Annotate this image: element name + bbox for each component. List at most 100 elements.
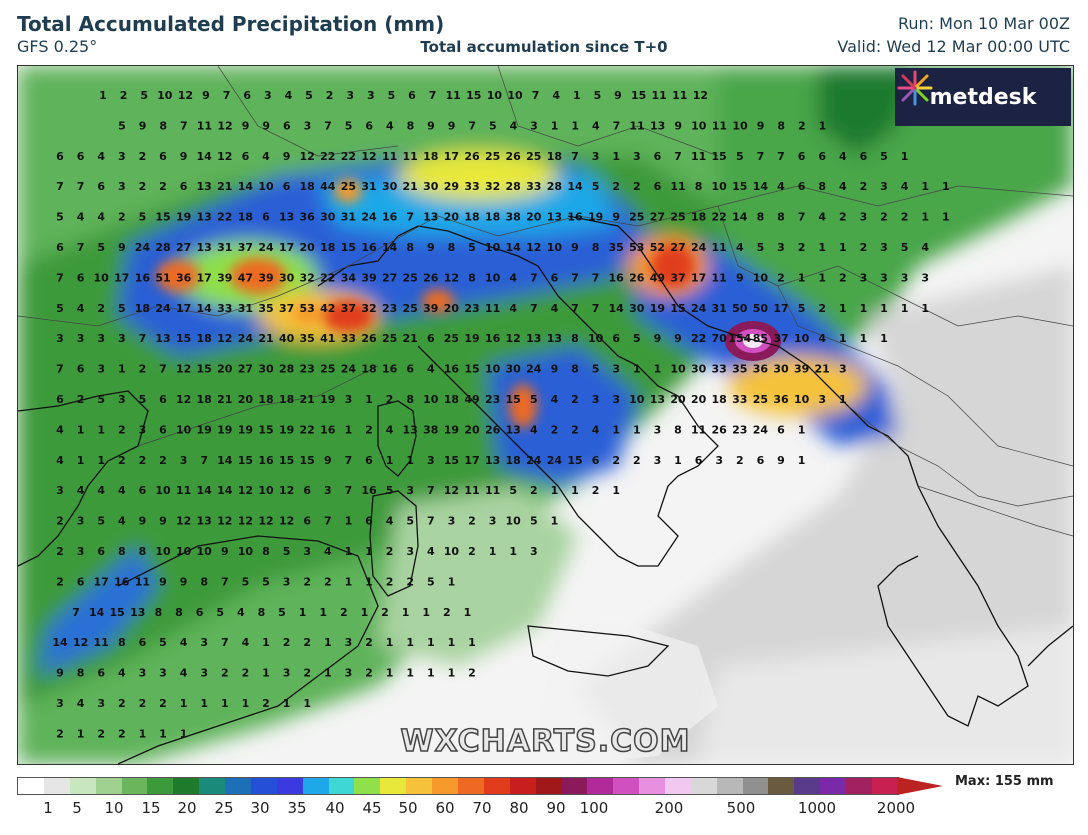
grid-value: 1 bbox=[345, 545, 353, 558]
grid-value: 1 bbox=[612, 423, 620, 436]
grid-value: 13 bbox=[547, 332, 562, 345]
grid-value: 6 bbox=[56, 150, 64, 163]
grid-value: 16 bbox=[444, 363, 460, 376]
grid-value: 4 bbox=[56, 423, 64, 436]
grid-value: 24 bbox=[361, 211, 377, 224]
legend-swatch bbox=[639, 778, 665, 794]
grid-value: 27 bbox=[650, 211, 665, 224]
grid-value: 1 bbox=[406, 454, 414, 467]
grid-value: 1 bbox=[839, 332, 847, 345]
grid-value: 3 bbox=[118, 180, 126, 193]
grid-value: 1 bbox=[880, 302, 888, 315]
grid-value: 5 bbox=[97, 515, 105, 528]
grid-value: 18 bbox=[258, 393, 273, 406]
grid-value: 36 bbox=[753, 363, 769, 376]
grid-value: 1 bbox=[324, 667, 332, 680]
grid-value: 5 bbox=[530, 515, 538, 528]
grid-value: 17 bbox=[444, 150, 459, 163]
grid-value: 3 bbox=[592, 150, 600, 163]
grid-value: 4 bbox=[551, 302, 559, 315]
grid-value: 38 bbox=[423, 423, 438, 436]
grid-value: 31 bbox=[217, 241, 232, 254]
grid-value: 7 bbox=[223, 89, 231, 102]
legend-swatch bbox=[613, 778, 639, 794]
grid-value: 33 bbox=[341, 332, 356, 345]
grid-value: 4 bbox=[736, 241, 744, 254]
grid-value: 13 bbox=[650, 393, 665, 406]
grid-value: 3 bbox=[97, 697, 105, 710]
grid-value: 1 bbox=[180, 697, 188, 710]
legend-tick-label: 90 bbox=[546, 799, 566, 817]
grid-value: 5 bbox=[159, 636, 167, 649]
max-value-label: Max: 155 mm bbox=[955, 774, 1054, 789]
grid-value: 2 bbox=[818, 302, 826, 315]
grid-value: 12 bbox=[217, 515, 232, 528]
grid-value: 20 bbox=[464, 423, 480, 436]
legend-tick-label: 1 bbox=[43, 799, 53, 817]
legend-swatch bbox=[509, 778, 536, 794]
run-time: Run: Mon 10 Mar 00Z bbox=[897, 14, 1070, 33]
grid-value: 6 bbox=[283, 119, 291, 132]
grid-value: 3 bbox=[56, 697, 64, 710]
precipitation-map[interactable]: 1 2 5 10 12 9 7 6 3 4 5 2 3 3 5 6 7 11 15 10 10 7 4 1 5 9 15 11 11 12… bbox=[17, 65, 1074, 765]
grid-value: 13 bbox=[155, 332, 170, 345]
grid-value: 33 bbox=[464, 180, 479, 193]
grid-value: 16 bbox=[135, 271, 151, 284]
grid-value: 27 bbox=[382, 271, 397, 284]
grid-value: 25 bbox=[382, 332, 397, 345]
grid-value: 9 bbox=[674, 332, 682, 345]
grid-value: 4 bbox=[180, 667, 188, 680]
grid-value: 5 bbox=[880, 150, 888, 163]
grid-value: 12 bbox=[279, 484, 294, 497]
legend-tick-label: 35 bbox=[287, 799, 307, 817]
grid-value: 5 bbox=[345, 119, 353, 132]
grid-value: 2 bbox=[365, 423, 373, 436]
grid-value: 3 bbox=[367, 89, 375, 102]
legend-swatch bbox=[742, 778, 769, 794]
grid-value: 1 bbox=[303, 697, 311, 710]
grid-value: 11 bbox=[672, 89, 687, 102]
grid-value: 2 bbox=[139, 697, 147, 710]
grid-value: 9 bbox=[159, 515, 167, 528]
grid-value: 1 bbox=[365, 545, 373, 558]
grid-value: 21 bbox=[258, 332, 273, 345]
grid-value: 7 bbox=[324, 515, 332, 528]
grid-value: 2 bbox=[159, 454, 167, 467]
grid-value: 3 bbox=[530, 545, 538, 558]
grid-value: 8 bbox=[200, 575, 208, 588]
grid-value: 22 bbox=[320, 271, 335, 284]
grid-value: 20 bbox=[238, 393, 254, 406]
grid-value: 7 bbox=[427, 515, 435, 528]
grid-value: 12 bbox=[217, 332, 232, 345]
grid-value: 4 bbox=[551, 393, 559, 406]
grid-value: 11 bbox=[629, 119, 644, 132]
grid-value: 11 bbox=[485, 484, 500, 497]
grid-value: 2 bbox=[386, 393, 394, 406]
grid-value: 8 bbox=[571, 332, 579, 345]
grid-value: 22 bbox=[341, 150, 356, 163]
grid-value: 1 bbox=[365, 575, 373, 588]
grid-value: 10 bbox=[670, 363, 686, 376]
grid-value: 4 bbox=[818, 211, 826, 224]
grid-value: 1 bbox=[77, 454, 85, 467]
grid-value: 18 bbox=[197, 393, 212, 406]
grid-value: 2 bbox=[880, 211, 888, 224]
grid-value: 2 bbox=[118, 211, 126, 224]
grid-value: 8 bbox=[674, 423, 682, 436]
grid-value: 7 bbox=[139, 332, 147, 345]
grid-value: 7 bbox=[532, 89, 540, 102]
grid-value: 3 bbox=[901, 271, 909, 284]
grid-value: 24 bbox=[155, 302, 171, 315]
grid-value: 5 bbox=[56, 211, 64, 224]
grid-value: 5 bbox=[427, 575, 435, 588]
grid-value: 28 bbox=[506, 180, 521, 193]
grid-value: 4 bbox=[77, 302, 85, 315]
grid-value: 3 bbox=[612, 393, 620, 406]
grid-value: 2 bbox=[468, 515, 476, 528]
grid-value: 5 bbox=[118, 302, 126, 315]
grid-value: 2 bbox=[303, 667, 311, 680]
grid-value: 2 bbox=[159, 180, 167, 193]
grid-value: 9 bbox=[56, 667, 64, 680]
grid-value: 7 bbox=[429, 89, 437, 102]
grid-value: 1 bbox=[77, 423, 85, 436]
